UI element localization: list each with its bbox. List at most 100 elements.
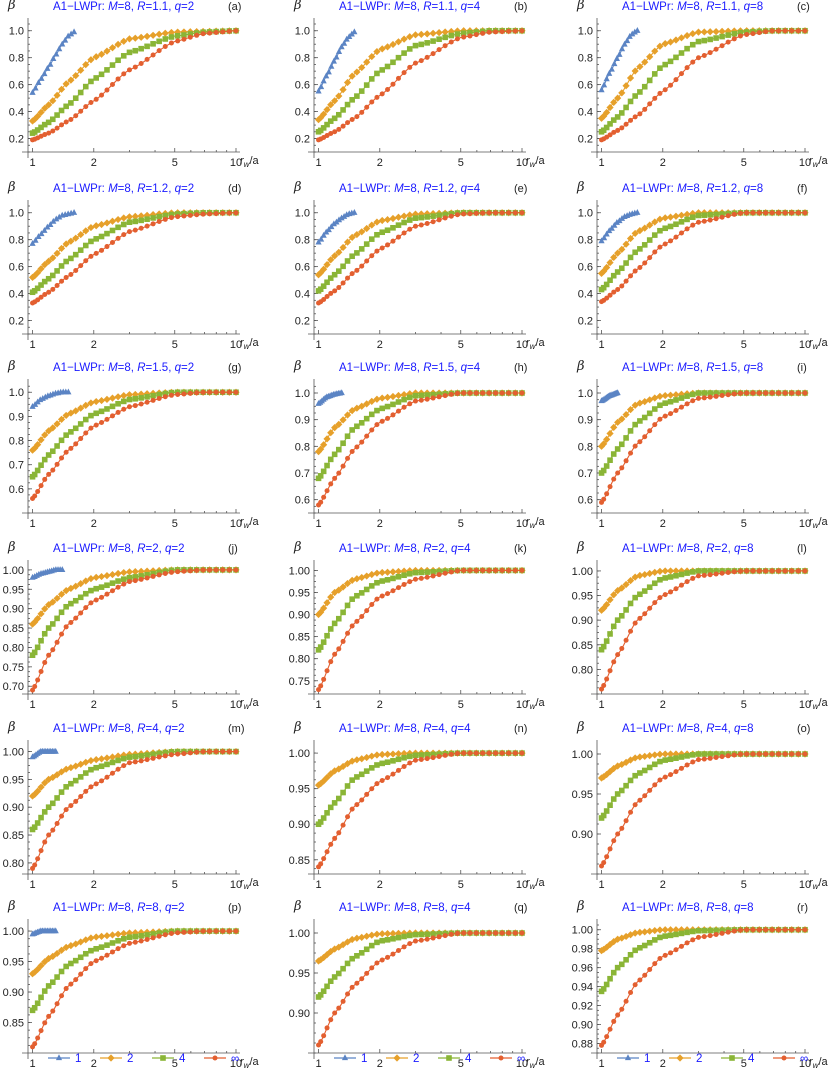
data-point [678,930,685,937]
data-point [725,753,731,759]
data-point [363,586,370,593]
y-tick-label: 0.95 [289,968,310,980]
data-point [623,956,629,963]
data-point [731,30,738,37]
data-point [632,772,638,779]
data-point [731,569,737,575]
data-point [600,986,607,992]
data-point [68,780,74,787]
data-point [63,807,69,813]
data-point [519,930,525,936]
data-point [666,391,675,399]
data-point [340,463,346,469]
data-point [719,754,725,760]
series-1 [29,209,78,246]
data-point [364,104,370,110]
data-point [318,1039,324,1045]
y-axis-label: β [576,0,585,13]
data-point [331,271,338,278]
x-tick-label: 10 [230,339,242,351]
data-point [68,960,74,967]
data-point [632,114,638,120]
y-axis-label: β [7,540,16,555]
data-point [35,297,41,303]
data-point [327,118,334,124]
data-point [631,573,639,581]
data-point [604,854,610,860]
data-point [512,210,518,216]
data-point [88,412,94,419]
data-point [412,60,418,66]
data-point [120,755,127,762]
data-point [120,37,128,45]
data-point [340,609,346,616]
x-tick-label: 1 [29,1058,35,1070]
data-point [667,932,674,939]
data-point [338,214,345,221]
data-point [412,938,418,944]
data-point [320,468,327,475]
data-point [695,212,702,219]
x-axis-label: rw/a [526,1056,546,1070]
data-point [115,946,121,952]
panel-title: A1−LWPr: M=8, R=4, q=4 [339,723,471,735]
data-point [138,225,144,231]
data-point [600,112,608,120]
data-point [407,579,413,585]
data-point [53,215,60,222]
data-point [406,394,413,401]
data-point [29,89,36,95]
x-tick-label: 10 [516,1058,528,1070]
data-point [436,930,442,937]
data-point [104,87,110,93]
data-point [54,1001,60,1007]
data-point [442,34,448,41]
data-point [126,760,132,766]
data-point [744,210,750,216]
data-point [678,230,684,236]
data-point [49,952,57,960]
y-tick-label: 0.75 [289,676,310,688]
data-point [53,91,61,99]
data-point [607,277,613,283]
data-point [68,100,74,106]
data-point [374,960,380,966]
data-point [114,930,122,938]
data-point [618,415,626,423]
y-axis-label: β [576,359,585,374]
data-point [315,238,322,245]
y-tick-label: 0.90 [572,1020,593,1032]
data-point [512,750,518,756]
data-point [436,212,442,219]
data-point [782,927,788,933]
data-point [618,760,626,769]
data-point [604,295,610,301]
x-tick-label: 2 [377,157,383,169]
data-point [603,75,610,82]
data-point [394,213,403,221]
data-point [480,210,486,216]
data-point [725,929,731,935]
data-point [400,390,408,399]
data-point [162,932,168,938]
data-point [144,43,150,50]
data-point [637,977,643,983]
data-point [614,94,622,102]
data-point [37,610,45,618]
data-point [87,56,95,64]
data-point [430,391,436,398]
data-point [359,263,365,269]
data-point [104,244,110,250]
data-point [35,677,41,683]
data-point [359,439,365,445]
panel-e: A1−LWPr: M=8, R=1.2, q=4 (e)βrw/a0.20.40.… [293,180,546,351]
data-point [374,231,380,238]
x-tick-label: 2 [377,518,383,530]
data-point [57,946,66,954]
data-point [93,585,99,592]
series-1 [598,209,641,244]
data-point [683,32,691,40]
data-point [213,29,219,35]
data-point [430,213,436,219]
data-point [233,749,239,755]
